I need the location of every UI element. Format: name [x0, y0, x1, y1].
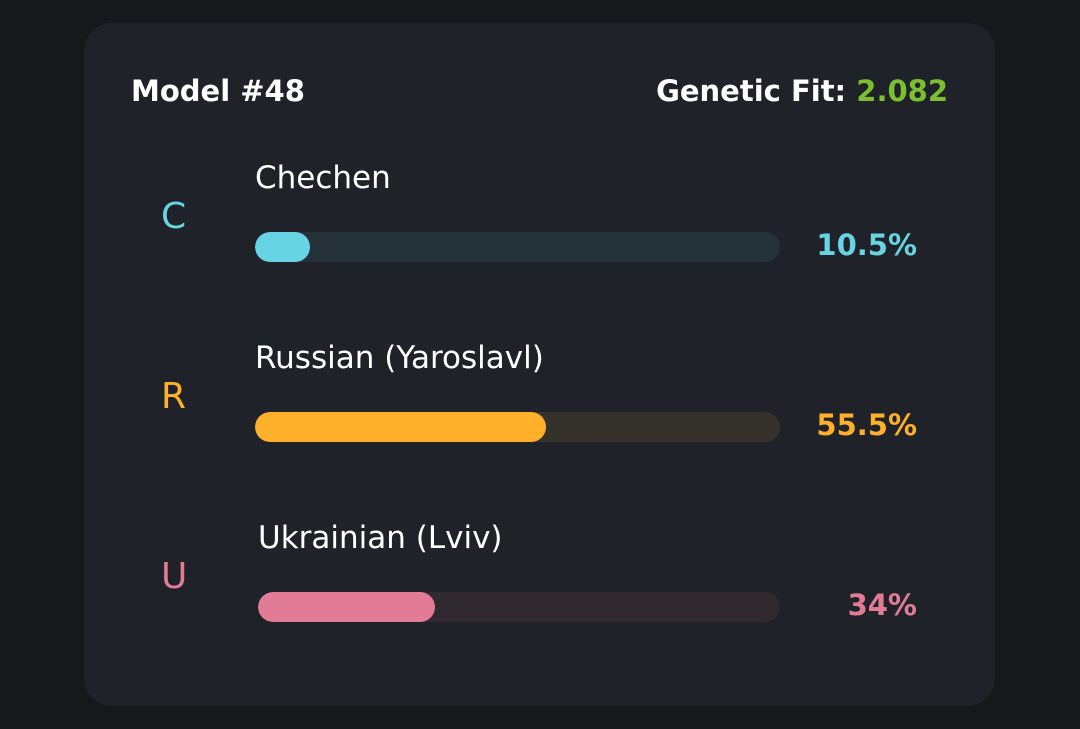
population-name: Ukrainian (Lviv) — [258, 520, 503, 556]
population-percent: 55.5% — [816, 408, 917, 442]
population-percent: 10.5% — [816, 228, 917, 262]
genetic-fit-value: 2.082 — [856, 74, 948, 108]
population-row: R Russian (Yaroslavl) 55.5% — [0, 340, 1080, 460]
population-row: U Ukrainian (Lviv) 34% — [0, 520, 1080, 640]
population-name: Chechen — [255, 160, 391, 196]
genetic-fit-label: Genetic Fit: — [656, 74, 847, 108]
progress-fill — [255, 412, 547, 442]
population-initial: U — [161, 556, 188, 597]
model-title: Model #48 — [131, 74, 305, 108]
progress-fill — [255, 232, 311, 262]
progress-track — [255, 412, 780, 442]
population-initial: R — [161, 376, 187, 417]
population-initial: C — [161, 196, 187, 237]
genetic-fit: Genetic Fit: 2.082 — [656, 74, 948, 108]
progress-track — [255, 232, 780, 262]
population-percent: 34% — [847, 588, 917, 622]
population-row: C Chechen 10.5% — [0, 160, 1080, 280]
progress-fill — [258, 592, 436, 622]
progress-track — [258, 592, 780, 622]
population-name: Russian (Yaroslavl) — [255, 340, 544, 376]
